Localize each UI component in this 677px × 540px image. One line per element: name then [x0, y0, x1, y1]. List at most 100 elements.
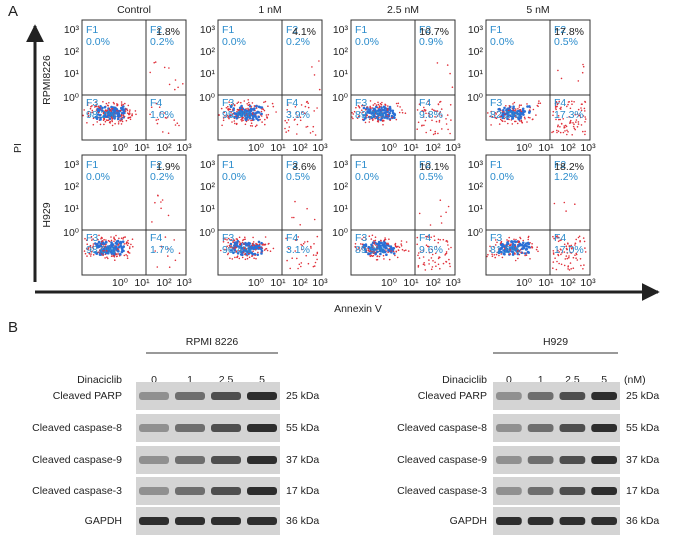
row-label: RPMI8226 [41, 55, 53, 105]
protein-name: GAPDH [450, 515, 487, 527]
event-dot [105, 102, 108, 105]
event-dot [124, 236, 126, 238]
blot-band [559, 424, 586, 432]
event-dot [246, 257, 249, 260]
event-dot [445, 251, 448, 253]
event-dot [423, 262, 426, 264]
event-dot [95, 101, 97, 103]
event-dot [521, 243, 524, 247]
event-dot [121, 116, 123, 119]
event-dot [255, 107, 258, 109]
blot-band [247, 517, 277, 525]
event-dot [235, 250, 238, 252]
event-dot [531, 245, 533, 248]
event-dot [129, 109, 131, 111]
event-dot [255, 111, 258, 114]
event-dot [238, 111, 241, 114]
event-dot [518, 242, 521, 246]
event-dot [498, 254, 500, 257]
event-dot [91, 109, 94, 112]
event-dot [95, 105, 98, 108]
event-dot [110, 239, 113, 242]
event-dot [558, 236, 560, 239]
quadrant-value: 3.1% [286, 244, 310, 256]
event-dot [134, 110, 137, 112]
event-dot [247, 101, 250, 104]
event-dot [572, 122, 574, 124]
event-dot [378, 116, 380, 119]
event-dot [182, 83, 184, 85]
event-dot [433, 235, 436, 237]
event-dot [294, 239, 297, 241]
event-dot [553, 202, 556, 205]
event-dot [98, 106, 100, 109]
event-dot [439, 199, 442, 201]
event-dot [529, 117, 531, 119]
apoptosis-total: 1.8% [156, 26, 180, 38]
event-dot [557, 124, 559, 126]
event-dot [230, 111, 232, 113]
event-dot [421, 109, 424, 112]
blot-band [527, 487, 554, 495]
event-dot [489, 250, 491, 252]
event-dot [501, 119, 503, 122]
quadrant-name: F2 [286, 24, 298, 36]
blot-band [247, 456, 277, 464]
event-dot [448, 258, 450, 261]
event-dot [575, 238, 577, 241]
column-title: 1 nM [258, 4, 281, 16]
event-dot [520, 251, 522, 254]
event-dot [434, 132, 437, 135]
blot-band [496, 487, 522, 495]
event-dot [559, 118, 561, 121]
event-dot [557, 240, 560, 243]
event-dot [113, 238, 116, 240]
event-dot [422, 256, 425, 258]
event-dot [155, 119, 158, 121]
event-dot [576, 113, 579, 115]
event-dot [522, 241, 525, 245]
quadrant-value: 17.0% [554, 244, 584, 256]
event-dot [98, 116, 100, 119]
event-dot [230, 245, 232, 247]
event-dot [496, 111, 499, 113]
event-dot [241, 106, 244, 109]
event-dot [158, 106, 161, 108]
event-dot [505, 105, 507, 107]
event-dot [579, 116, 582, 119]
event-dot [99, 123, 102, 126]
protein-size: 25 kDa [626, 390, 659, 402]
event-dot [523, 243, 527, 247]
event-dot [248, 103, 251, 106]
event-dot [108, 107, 111, 110]
event-dot [115, 234, 117, 237]
quadrant-name: F2 [554, 24, 566, 36]
event-dot [131, 113, 133, 115]
event-dot [129, 246, 131, 248]
event-dot [371, 251, 373, 253]
event-dot [106, 247, 110, 250]
event-dot [85, 239, 88, 241]
quadrant-value: 95.9% [222, 109, 252, 121]
event-dot [227, 115, 230, 118]
event-dot [519, 236, 521, 239]
event-dot [391, 116, 394, 119]
event-dot [101, 240, 103, 243]
event-dot [379, 252, 382, 256]
event-dot [584, 247, 586, 249]
event-dot [514, 110, 517, 112]
event-dot [511, 110, 515, 114]
event-dot [244, 247, 246, 250]
event-dot [116, 249, 120, 253]
event-dot [552, 110, 555, 113]
blot-band [139, 487, 169, 495]
event-dot [577, 123, 580, 125]
event-dot [508, 118, 510, 121]
event-dot [445, 118, 447, 120]
event-dot [252, 250, 254, 253]
event-dot [84, 252, 87, 255]
event-dot [428, 235, 431, 237]
event-dot [449, 265, 451, 268]
